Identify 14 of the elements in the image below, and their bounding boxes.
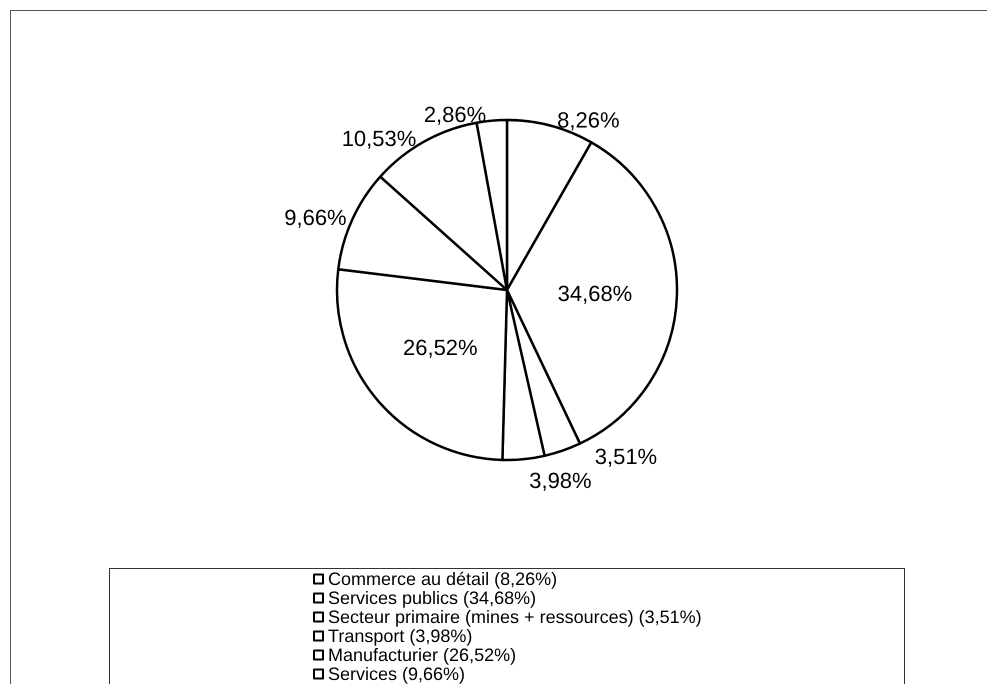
legend-label: Transport (3,98%) xyxy=(328,626,472,646)
data-label: 10,53% xyxy=(342,126,416,152)
data-label: 3,51% xyxy=(594,444,658,469)
data-label: 26,52% xyxy=(402,334,478,360)
data-label: 8,26% xyxy=(557,107,620,132)
data-label: 9,66% xyxy=(284,204,347,230)
legend-label: Manufacturier (26,52%) xyxy=(328,645,516,665)
data-label: 2,86% xyxy=(424,102,486,128)
legend-label: Commerce au détail (8,26%) xyxy=(328,569,558,589)
legend-label: Secteur primaire (mines + ressources) (3,51%) xyxy=(328,607,702,627)
data-label: 34,68% xyxy=(558,280,632,306)
legend-label: Services publics (34,68%) xyxy=(328,588,536,608)
legend-label: Services (9,66%) xyxy=(328,664,466,684)
data-label: 3,98% xyxy=(529,468,592,493)
